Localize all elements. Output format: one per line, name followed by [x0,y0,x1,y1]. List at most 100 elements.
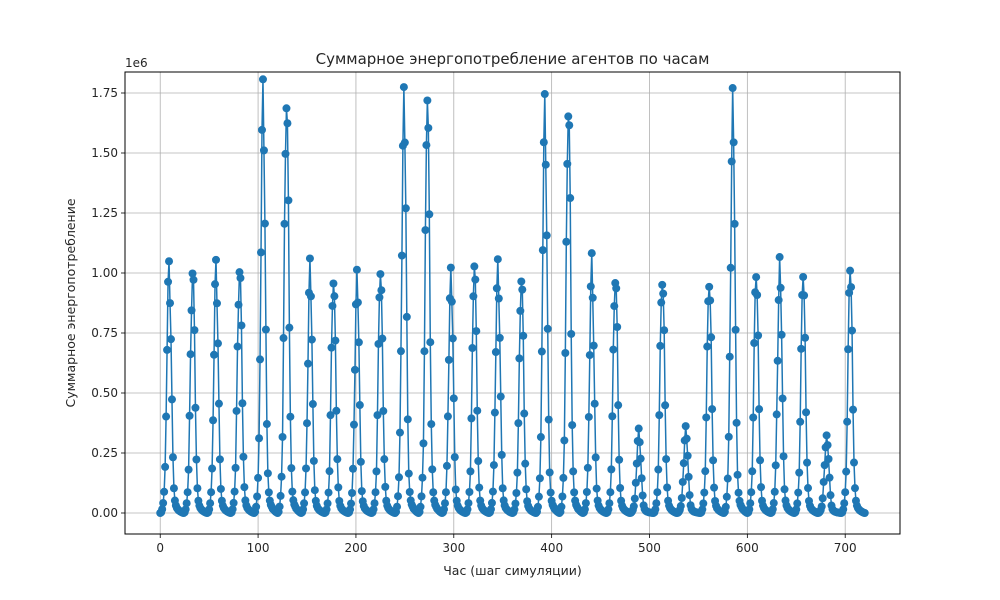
data-point [731,325,740,334]
data-point [230,487,239,496]
data-point [730,219,739,228]
data-point [753,291,762,299]
data-point [659,289,668,298]
data-point [543,324,552,333]
data-point [300,499,309,508]
data-point [703,342,712,351]
data-point [280,219,289,228]
data-point [160,487,169,496]
x-tick-label: 0 [156,541,164,555]
data-point [301,488,310,497]
data-point [287,464,296,473]
data-point [348,489,357,498]
data-point [590,399,599,408]
data-point [797,344,806,353]
data-point [566,194,575,203]
data-point [635,438,644,447]
data-point [820,461,829,470]
data-point [165,257,174,266]
data-point [819,477,828,486]
data-point [777,330,786,339]
data-point [513,468,522,477]
data-point [331,336,340,345]
data-point [322,505,331,514]
data-point [252,502,261,511]
data-point [191,403,200,412]
y-tick-label: 1.25 [91,206,118,220]
data-point [212,255,220,264]
data-point [605,499,614,508]
data-point [701,467,710,476]
data-point [422,141,431,150]
data-point [676,502,685,511]
data-point [308,400,317,409]
data-point [613,322,622,331]
data-point [661,401,670,410]
data-point [167,395,176,404]
data-point [802,408,811,417]
data-point [349,464,357,473]
data-point [193,484,202,493]
x-tick-label: 300 [442,541,465,555]
data-point [794,488,803,497]
x-tick-label: 500 [638,541,661,555]
data-point [750,339,759,348]
data-point [634,424,643,433]
data-point [850,458,859,467]
data-point [394,492,403,501]
data-point [498,484,507,493]
data-point [824,455,833,464]
data-point [370,499,379,508]
series-energy [156,75,869,517]
data-point [656,341,665,350]
data-point [538,246,547,255]
data-point [162,412,171,421]
data-point [190,326,199,335]
data-point [698,505,707,514]
data-point [567,329,576,338]
data-point [491,348,500,357]
data-point [446,263,455,272]
data-point [592,484,601,493]
plot-frame [124,71,901,535]
x-tick-label: 600 [736,541,759,555]
data-point [254,473,263,482]
data-point [518,285,527,294]
x-axis-title: Час (шаг симуляции) [443,563,582,578]
data-point [166,335,175,344]
data-point [721,502,730,511]
data-point [541,160,550,169]
data-point [728,84,737,93]
data-point [636,454,645,463]
data-point [847,283,856,292]
data-point [426,338,435,347]
data-point [306,292,315,301]
y-tick-label: 0.25 [91,446,118,460]
data-point [423,96,432,105]
data-point [451,485,460,494]
y-axis-title: Суммарное энергопотребление [63,198,78,407]
data-point [278,432,287,441]
data-point [235,268,244,277]
data-point [210,350,219,359]
data-point [327,343,336,352]
data-point [188,269,197,278]
data-point [401,204,410,213]
x-tick-label: 400 [540,541,563,555]
data-point [379,407,388,416]
data-point [229,498,238,507]
data-point [449,394,458,403]
data-point [804,484,813,493]
data-point [352,265,361,274]
data-point [403,415,412,424]
data-point [357,487,366,496]
data-point [263,469,272,478]
data-point [281,149,290,158]
data-point [581,499,590,508]
data-point [330,292,339,301]
data-point [561,349,570,357]
data-point [514,419,523,428]
data-point [399,83,408,92]
data-point [164,277,173,286]
